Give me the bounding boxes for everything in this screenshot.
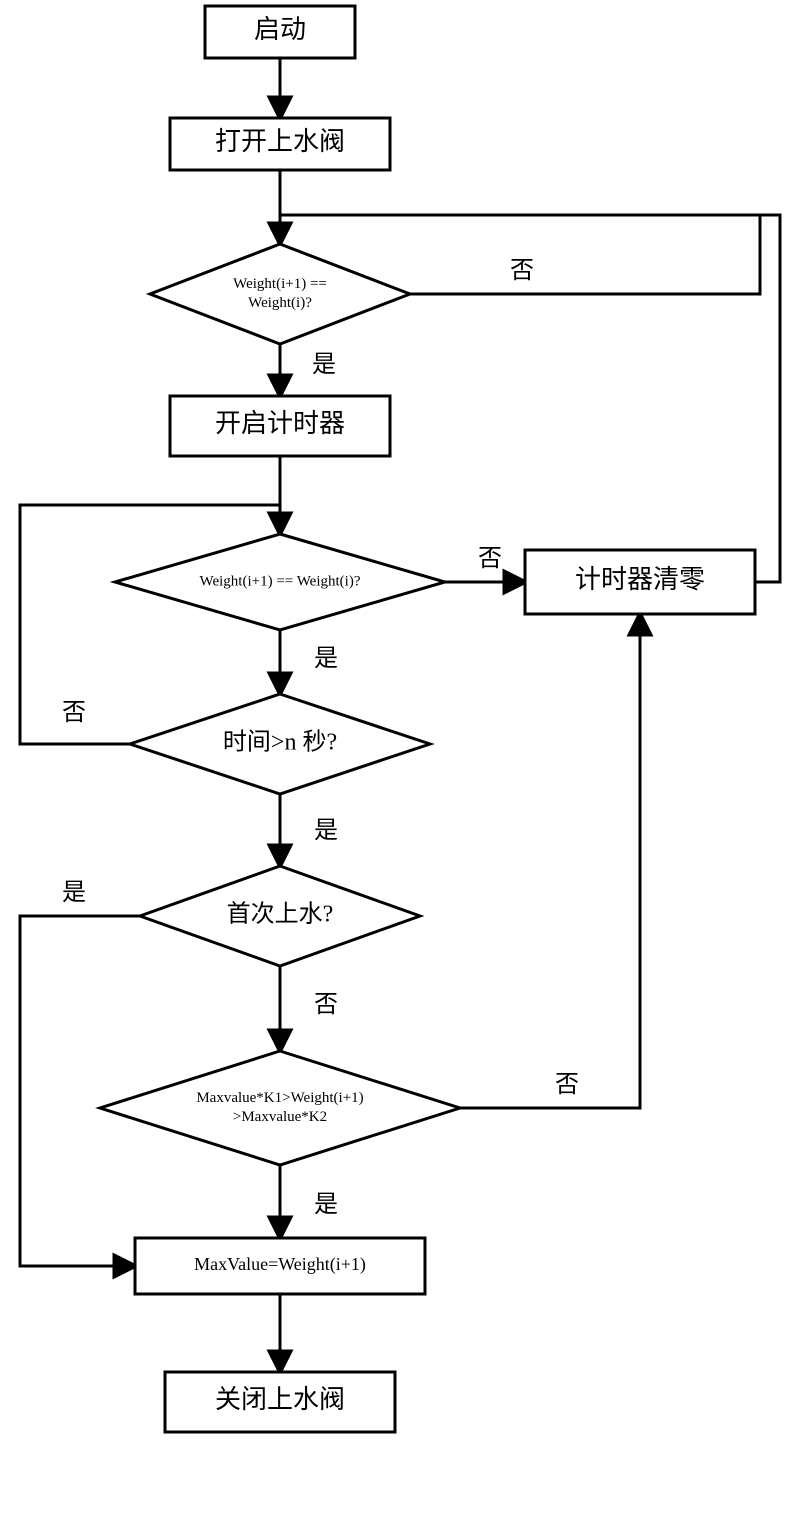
edges-layer: 是是是否是否否否是否 (20, 58, 780, 1372)
node-text-n3-1: Weight(i)? (248, 295, 312, 311)
flowchart-canvas: 是是是否是否否否是否启动打开上水阀Weight(i+1) ==Weight(i)… (0, 0, 800, 1513)
node-n1: 启动 (205, 6, 355, 58)
edge-label-4: 是 (314, 646, 338, 672)
node-text-n5-0: Weight(i+1) == Weight(i)? (200, 573, 361, 589)
edge-label-12: 否 (62, 700, 86, 726)
node-text-n11-0: 计时器清零 (575, 565, 705, 594)
edge-label-10: 否 (478, 546, 502, 572)
node-n8: Maxvalue*K1>Weight(i+1) >Maxvalue*K2 (100, 1051, 460, 1165)
node-text-n9-0: MaxValue=Weight(i+1) (194, 1254, 366, 1275)
edge-label-6: 否 (314, 992, 338, 1018)
edge-label-13: 是 (62, 880, 86, 906)
edge-label-2: 是 (312, 352, 336, 378)
node-text-n2-0: 打开上水阀 (215, 127, 345, 156)
edge-label-9: 否 (510, 258, 534, 284)
node-n9: MaxValue=Weight(i+1) (135, 1238, 425, 1294)
node-text-n7-0: 首次上水? (227, 901, 334, 928)
edge-label-5: 是 (314, 818, 338, 844)
node-n7: 首次上水? (140, 866, 420, 966)
node-n5: Weight(i+1) == Weight(i)? (115, 534, 445, 630)
node-text-n8-1: >Maxvalue*K2 (233, 1109, 327, 1125)
edge-13 (20, 916, 140, 1266)
node-n11: 计时器清零 (525, 550, 755, 614)
node-text-n8-0: Maxvalue*K1>Weight(i+1) (196, 1090, 363, 1106)
node-n10: 关闭上水阀 (165, 1372, 395, 1432)
node-n3: Weight(i+1) == Weight(i)? (150, 244, 410, 344)
edge-14 (460, 614, 640, 1108)
node-text-n6-0: 时间>n 秒? (223, 729, 337, 756)
edge-label-14: 否 (555, 1072, 579, 1098)
node-n2: 打开上水阀 (170, 118, 390, 170)
node-n6: 时间>n 秒? (130, 694, 430, 794)
nodes-layer: 启动打开上水阀 Weight(i+1) == Weight(i)? 开启计时器 Weig… (100, 6, 755, 1432)
edge-label-7: 是 (314, 1192, 338, 1218)
node-n4: 开启计时器 (170, 396, 390, 456)
node-text-n1-0: 启动 (254, 15, 306, 44)
node-text-n4-0: 开启计时器 (215, 409, 345, 438)
node-text-n10-0: 关闭上水阀 (215, 1385, 345, 1414)
node-text-n3-0: Weight(i+1) == (233, 276, 327, 292)
